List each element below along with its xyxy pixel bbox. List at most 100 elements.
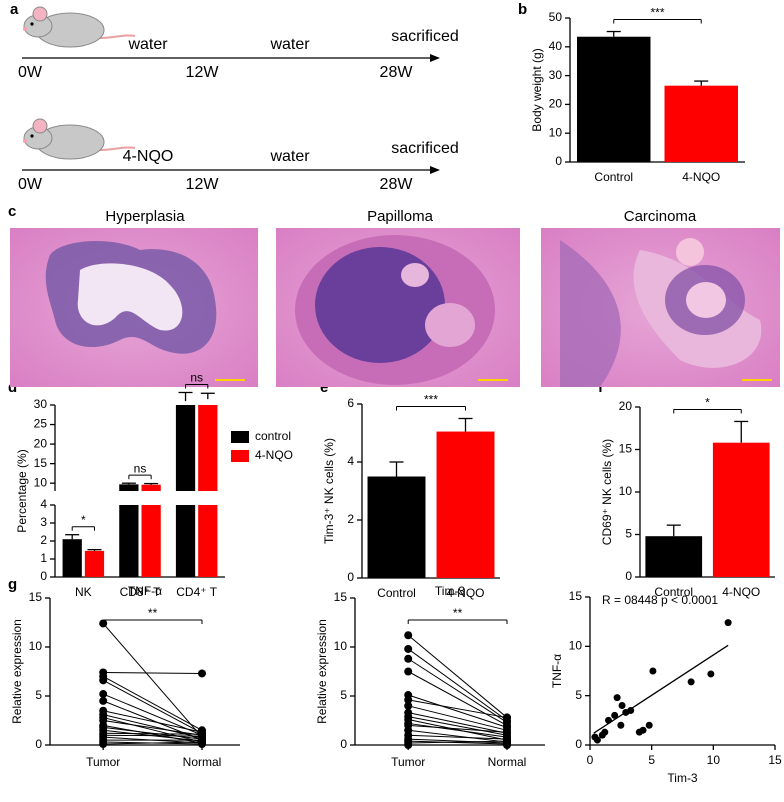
- bar: [664, 85, 738, 162]
- y-tick-label: 5: [575, 688, 582, 702]
- annotation: R = 08448 p < 0.0001: [602, 593, 718, 607]
- y-tick-label: 5: [625, 527, 632, 541]
- y-tick-label: 2: [40, 533, 47, 547]
- data-point: [649, 667, 657, 675]
- panel-label: g: [8, 576, 17, 593]
- y-axis-label: Body weight (g): [530, 48, 544, 131]
- y-tick-label: 15: [29, 590, 43, 604]
- y-tick-label: 1: [40, 551, 47, 565]
- image-title: Carcinoma: [624, 208, 697, 225]
- bar: [84, 550, 105, 577]
- y-tick-label: 5: [35, 688, 42, 702]
- pair-line: [408, 705, 508, 731]
- timeline-tick: 12W: [186, 64, 220, 81]
- timeline-label: sacrificed: [391, 28, 459, 45]
- bar: [712, 442, 770, 577]
- data-point: [618, 702, 626, 710]
- timeline-tick: 0W: [18, 176, 43, 193]
- x-tick-label: CD4⁺ T: [176, 585, 217, 599]
- pair-line: [408, 724, 508, 733]
- x-tick-label: 10: [707, 753, 721, 767]
- x-tick-label: 4-NQO: [682, 170, 720, 184]
- data-point: [99, 676, 108, 685]
- bar: [62, 539, 82, 577]
- timeline: water water sacrificed 0W 12W 28W: [18, 28, 459, 81]
- chart-title: Tim-3: [435, 584, 466, 598]
- legend-swatch: [231, 431, 249, 443]
- pair-line: [102, 623, 203, 738]
- x-tick-label: Tumor: [86, 755, 120, 769]
- pair-line: [408, 694, 508, 728]
- significance-label: ***: [650, 6, 664, 20]
- data-point: [404, 667, 413, 676]
- data-point: [617, 721, 625, 729]
- y-axis-label: CD69⁺ NK cells (%): [600, 439, 614, 545]
- x-tick-label: Control: [377, 586, 416, 600]
- bar: [141, 484, 161, 491]
- y-tick-label: 20: [549, 97, 563, 111]
- y-tick-label: 0: [40, 569, 47, 583]
- x-tick-label: 15: [768, 753, 782, 767]
- chart-title: TNF-α: [128, 584, 162, 598]
- y-tick-label: 20: [34, 436, 48, 450]
- pair-line: [102, 675, 203, 731]
- legend-swatch: [231, 450, 249, 462]
- data-point: [503, 728, 511, 737]
- pair-line: [407, 634, 508, 718]
- data-point: [404, 695, 413, 704]
- y-tick-label: 25: [34, 417, 48, 431]
- y-tick-label: 10: [334, 639, 348, 653]
- timeline-label: 4-NQO: [123, 148, 174, 165]
- pair-line: [408, 722, 508, 738]
- pair-line: [407, 671, 508, 726]
- mouse-icon: [23, 118, 136, 160]
- data-point: [613, 694, 621, 702]
- x-tick-label: 0: [587, 753, 594, 767]
- pair-line: [103, 734, 203, 737]
- significance-label: *: [81, 513, 86, 527]
- y-tick-label: 40: [549, 39, 563, 53]
- bar: [198, 405, 218, 491]
- pair-line: [408, 738, 508, 744]
- pair-line: [103, 717, 203, 743]
- pair-line: [103, 732, 203, 735]
- pair-line: [408, 734, 508, 740]
- x-tick-label: CD8⁺ T: [120, 585, 161, 599]
- significance-label: ns: [134, 461, 147, 475]
- y-tick-label: 10: [619, 484, 633, 498]
- y-axis-label: Relative expression: [10, 619, 24, 724]
- image-title: Papilloma: [367, 208, 434, 225]
- y-tick-label: 2: [347, 512, 354, 526]
- y-tick-label: 30: [34, 397, 48, 411]
- y-tick-label: 0: [555, 154, 562, 168]
- legend-label: 4-NQO: [255, 448, 293, 462]
- y-tick-label: 5: [340, 688, 347, 702]
- y-tick-label: 0: [625, 569, 632, 583]
- data-point: [645, 721, 653, 729]
- significance-label: ns: [190, 371, 203, 385]
- y-axis-label: TNF-α: [550, 654, 564, 688]
- image-title: Hyperplasia: [105, 208, 185, 225]
- panel-label: a: [10, 1, 19, 18]
- panel-label: f: [598, 379, 604, 396]
- y-tick-label: 10: [549, 125, 563, 139]
- bar: [175, 405, 196, 491]
- y-tick-label: 0: [347, 570, 354, 584]
- pair-line: [103, 741, 203, 745]
- pair-line: [408, 716, 508, 736]
- timeline-label: water: [269, 148, 310, 165]
- data-point: [198, 669, 206, 678]
- pair-line: [103, 671, 203, 674]
- pair-line: [408, 699, 508, 719]
- x-tick-label: 4-NQO: [722, 585, 760, 599]
- x-tick-label: Normal: [183, 755, 222, 769]
- pair-line: [407, 658, 508, 723]
- timeline-tick: 0W: [18, 64, 43, 81]
- y-tick-label: 30: [549, 68, 563, 82]
- bar: [119, 484, 139, 491]
- x-tick-label: Control: [594, 170, 633, 184]
- bar: [367, 476, 426, 578]
- y-tick-label: 10: [569, 639, 583, 653]
- panel-label: d: [8, 379, 17, 396]
- timeline-tick: 28W: [380, 176, 414, 193]
